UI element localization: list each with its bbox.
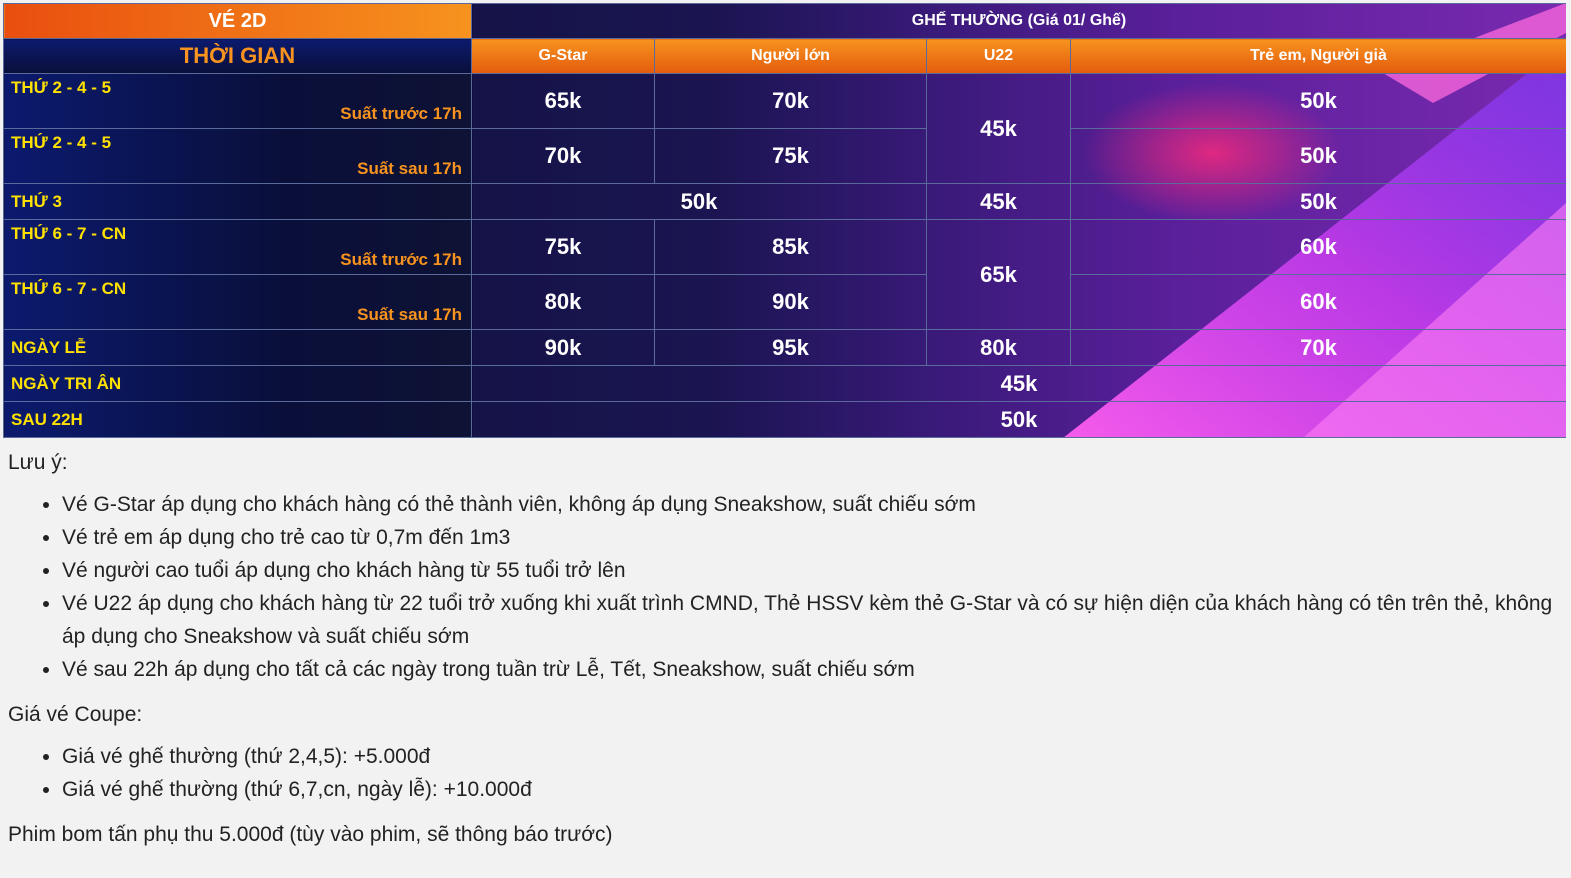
price-cell: 75k (654, 128, 927, 184)
row-label: THỨ 2 - 4 - 5 Suất sau 17h (3, 128, 472, 184)
day-label: SAU 22H (11, 409, 83, 429)
price-cell: 80k (926, 329, 1071, 366)
price-cell: 65k (471, 73, 655, 129)
col-header-adult: Người lớn (654, 38, 927, 74)
time-header: THỜI GIAN (3, 38, 472, 74)
price-cell: 80k (471, 274, 655, 330)
row-label: THỨ 6 - 7 - CN Suất trước 17h (3, 219, 472, 275)
day-label: NGÀY TRI ÂN (11, 373, 122, 393)
day-label: THỨ 2 - 4 - 5 (11, 133, 112, 152)
table-row: NGÀY TRI ÂN 45k (3, 365, 1566, 402)
price-cell: 70k (654, 73, 927, 129)
price-cell: 60k (1069, 274, 1566, 330)
notes-list: Vé G-Star áp dụng cho khách hàng có thẻ … (8, 488, 1563, 686)
row-label: NGÀY TRI ÂN (3, 365, 472, 402)
price-cell: 60k (1069, 219, 1566, 275)
list-item: Giá vé ghế thường (thứ 6,7,cn, ngày lễ):… (62, 773, 1563, 806)
coupe-title: Giá vé Coupe: (8, 703, 143, 726)
price-cell: 50k (470, 401, 1566, 438)
session-label: Suất sau 17h (357, 305, 462, 324)
col-header-child-elder: Trẻ em, Người già (1069, 38, 1566, 74)
day-label: THỨ 6 - 7 - CN (11, 224, 127, 243)
col-header-u22: U22 (926, 38, 1071, 74)
table-row: THỨ 6 - 7 - CN Suất trước 17h 75k 85k 65… (3, 219, 1566, 330)
price-cell: 50k (1069, 183, 1566, 220)
price-cell: 90k (654, 274, 927, 330)
seat-group-header: GHẾ THƯỜNG (Giá 01/ Ghế) (470, 3, 1566, 39)
table-row: THỨ 6 - 7 - CN Suất sau 17h 80k 90k 60k (3, 274, 1566, 330)
list-item: Giá vé ghế thường (thứ 2,4,5): +5.000đ (62, 740, 1563, 773)
table-row: THỨ 2 - 4 - 5 Suất sau 17h 70k 75k 50k (3, 128, 1566, 184)
list-item: Vé G-Star áp dụng cho khách hàng có thẻ … (62, 488, 1563, 521)
day-label: THỨ 3 (11, 191, 62, 211)
col-header-gstar: G-Star (471, 38, 655, 74)
notes-title: Lưu ý: (8, 451, 68, 474)
table-row: THỨ 3 50k 45k 50k (3, 183, 1566, 220)
price-cell: 65k (926, 219, 1071, 330)
row-label: THỨ 2 - 4 - 5 Suất trước 17h (3, 73, 472, 129)
session-label: Suất trước 17h (340, 104, 462, 123)
row-label: SAU 22H (3, 401, 472, 438)
day-label: NGÀY LỄ (11, 337, 87, 357)
table-row: THỨ 2 - 4 - 5 Suất trước 17h 65k 70k 45k… (3, 73, 1566, 184)
surcharge-note: Phim bom tấn phụ thu 5.000đ (tùy vào phi… (8, 823, 613, 846)
price-table: VÉ 2D GHẾ THƯỜNG (Giá 01/ Ghế) THỜI GIAN… (3, 3, 1566, 438)
price-cell: 45k (926, 73, 1071, 184)
session-label: Suất sau 17h (357, 159, 462, 178)
list-item: Vé U22 áp dụng cho khách hàng từ 22 tuổi… (62, 587, 1563, 653)
table-title: VÉ 2D (3, 3, 472, 39)
list-item: Vé người cao tuổi áp dụng cho khách hàng… (62, 554, 1563, 587)
row-label: THỨ 6 - 7 - CN Suất sau 17h (3, 274, 472, 330)
list-item: Vé sau 22h áp dụng cho tất cả các ngày t… (62, 653, 1563, 686)
price-table-panel: VÉ 2D GHẾ THƯỜNG (Giá 01/ Ghế) THỜI GIAN… (3, 3, 1566, 438)
table-row: SAU 22H 50k (3, 401, 1566, 438)
price-cell: 70k (1069, 329, 1566, 366)
price-cell: 45k (926, 183, 1071, 220)
price-cell: 70k (471, 128, 655, 184)
price-cell: 90k (471, 329, 655, 366)
price-cell: 50k (471, 183, 927, 220)
list-item: Vé trẻ em áp dụng cho trẻ cao từ 0,7m đế… (62, 521, 1563, 554)
row-label: THỨ 3 (3, 183, 472, 220)
row-label: NGÀY LỄ (3, 329, 472, 366)
price-cell: 45k (470, 365, 1566, 402)
day-label: THỨ 2 - 4 - 5 (11, 78, 112, 97)
price-cell: 50k (1069, 128, 1566, 184)
price-cell: 85k (654, 219, 927, 275)
day-label: THỨ 6 - 7 - CN (11, 279, 127, 298)
session-label: Suất trước 17h (340, 250, 462, 269)
price-cell: 95k (654, 329, 927, 366)
price-cell: 50k (1069, 73, 1566, 129)
coupe-list: Giá vé ghế thường (thứ 2,4,5): +5.000đ G… (8, 740, 1563, 806)
price-cell: 75k (471, 219, 655, 275)
notes-section: Lưu ý: Vé G-Star áp dụng cho khách hàng … (8, 448, 1563, 850)
table-row: NGÀY LỄ 90k 95k 80k 70k (3, 329, 1566, 366)
